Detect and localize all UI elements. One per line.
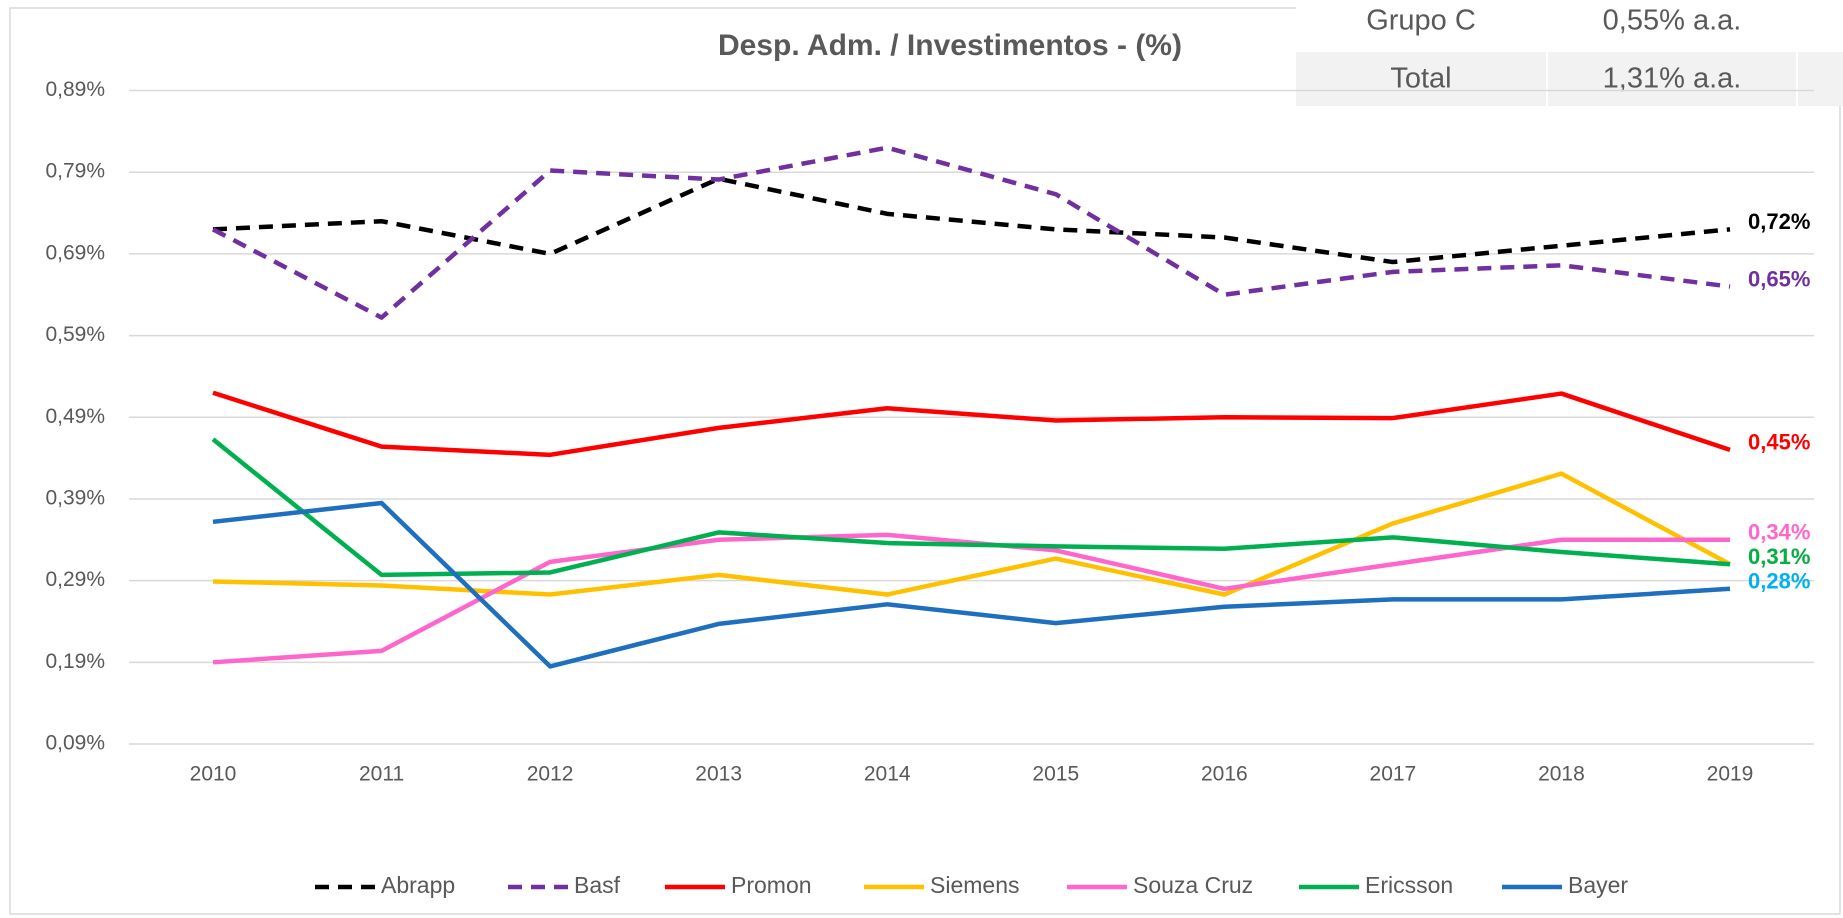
y-tick-label: 0,49% <box>45 405 105 428</box>
series-line <box>212 176 1731 265</box>
table-row-bg <box>1296 0 1843 52</box>
x-tick-label: 2017 <box>1370 763 1417 786</box>
info-table: Grupo C 0,55% a.a. Total 1,31% a.a. <box>1296 0 1843 106</box>
data-label: 0,31% <box>1748 544 1810 569</box>
y-tick-label: 0,39% <box>45 486 105 509</box>
x-tick-label: 2015 <box>1032 763 1079 786</box>
x-tick-label: 2016 <box>1201 763 1248 786</box>
series-line <box>212 471 1732 597</box>
x-tick-label: 2014 <box>864 763 911 786</box>
x-tick-label: 2018 <box>1538 763 1585 786</box>
chart-title: Desp. Adm. / Investimentos - (%) <box>718 29 1182 62</box>
y-tick-label: 0,79% <box>45 160 105 183</box>
x-tick-label: 2011 <box>359 763 404 786</box>
y-tick-label: 0,69% <box>45 241 105 264</box>
legend-label: Bayer <box>1568 872 1628 898</box>
table-cell-bg <box>1296 52 1546 106</box>
series-line <box>212 500 1731 669</box>
series-line <box>212 390 1731 458</box>
table-cell: 1,31% a.a. <box>1603 63 1742 95</box>
y-tick-label: 0,09% <box>45 732 105 755</box>
series-line <box>211 437 1731 578</box>
table-cell: 0,55% a.a. <box>1603 5 1742 37</box>
y-tick-label: 0,29% <box>45 568 105 591</box>
legend-label: Souza Cruz <box>1133 872 1253 898</box>
x-tick-label: 2013 <box>695 763 742 786</box>
y-tick-label: 0,59% <box>45 323 105 346</box>
series-line <box>211 145 1731 320</box>
y-tick-label: 0,19% <box>45 650 105 673</box>
x-tick-label: 2012 <box>527 763 574 786</box>
legend-label: Siemens <box>930 872 1019 898</box>
data-label: 0,34% <box>1748 520 1810 545</box>
table-cell: Grupo C <box>1366 5 1476 37</box>
table-cell-bg <box>1548 52 1796 106</box>
table-cell: Total <box>1390 63 1451 95</box>
x-tick-label: 2019 <box>1707 763 1754 786</box>
legend-label: Basf <box>574 872 621 898</box>
legend-label: Ericsson <box>1365 872 1453 898</box>
data-label: 0,72% <box>1748 209 1810 234</box>
data-label: 0,28% <box>1748 569 1810 594</box>
data-label: 0,65% <box>1748 266 1810 291</box>
data-label: 0,31% <box>1748 544 1810 569</box>
y-tick-label: 0,89% <box>45 78 105 101</box>
legend-label: Abrapp <box>381 872 455 898</box>
x-tick-label: 2010 <box>190 763 237 786</box>
legend-label: Promon <box>731 872 812 898</box>
table-cell-bg <box>1798 52 1843 106</box>
data-label: 0,45% <box>1748 430 1810 455</box>
